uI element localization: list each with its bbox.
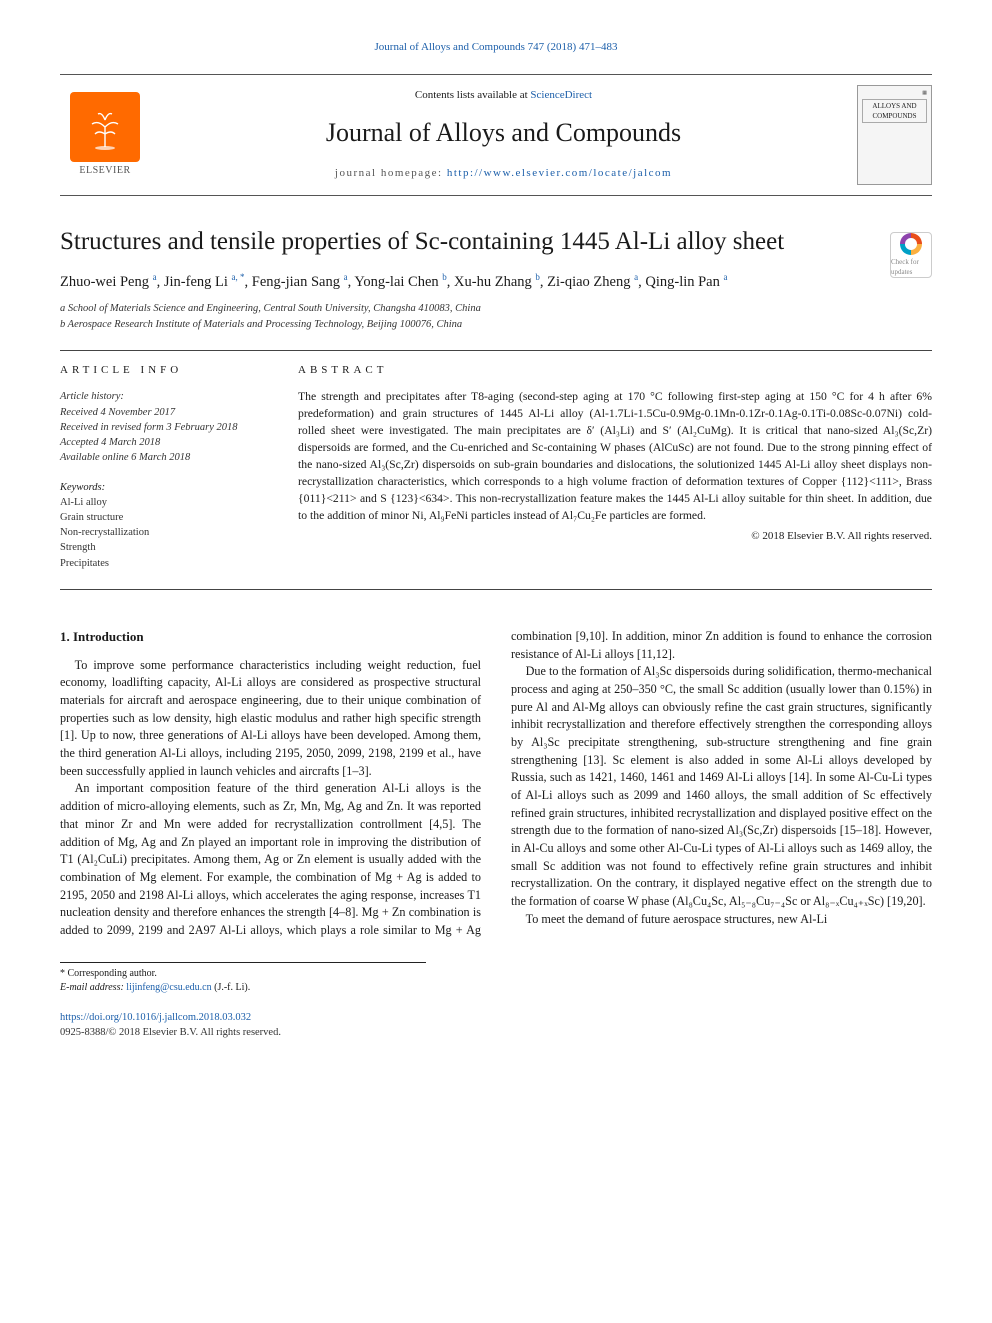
history-item: Received in revised form 3 February 2018 [60,420,270,435]
article-info-head: ARTICLE INFO [60,363,270,379]
elsevier-tree-icon [70,92,140,162]
abstract-copyright: © 2018 Elsevier B.V. All rights reserved… [298,529,932,545]
article-title: Structures and tensile properties of Sc-… [60,226,932,257]
rule-top [60,350,932,351]
affiliation-a: a School of Materials Science and Engine… [60,301,932,316]
sciencedirect-link[interactable]: ScienceDirect [530,89,592,101]
publisher-name: ELSEVIER [79,164,130,179]
history-item: Available online 6 March 2018 [60,450,270,465]
body-text: 1. Introduction To improve some performa… [60,628,932,940]
contents-available: Contents lists available at ScienceDirec… [164,88,843,104]
citation-header: Journal of Alloys and Compounds 747 (201… [60,40,932,56]
cover-title: ALLOYS AND COMPOUNDS [862,99,927,123]
abstract-text: The strength and precipitates after T8-a… [298,389,932,525]
keyword: Grain structure [60,510,270,525]
citation-link[interactable]: Journal of Alloys and Compounds 747 (201… [375,41,618,53]
crossmark-icon [900,233,922,255]
publisher-logo: ELSEVIER [60,92,150,179]
email-label: E-mail address: [60,982,126,993]
email-name: (J.-f. Li). [212,982,251,993]
issn-copyright: 0925-8388/© 2018 Elsevier B.V. All right… [60,1025,932,1040]
section-heading: 1. Introduction [60,628,481,647]
body-paragraph: To meet the demand of future aerospace s… [511,911,932,929]
keyword: Al-Li alloy [60,495,270,510]
doi-link[interactable]: https://doi.org/10.1016/j.jallcom.2018.0… [60,1012,251,1023]
abstract-column: ABSTRACT The strength and precipitates a… [298,363,932,570]
corresponding-label: * Corresponding author. [60,967,426,982]
corresponding-footnote: * Corresponding author. E-mail address: … [60,962,426,996]
doi-block: https://doi.org/10.1016/j.jallcom.2018.0… [60,1010,932,1040]
keyword: Precipitates [60,556,270,571]
history-head: Article history: [60,389,270,404]
author-list: Zhuo-wei Peng a, Jin-feng Li a, *, Feng-… [60,271,932,293]
rule-bottom [60,589,932,590]
abstract-head: ABSTRACT [298,363,932,379]
journal-title: Journal of Alloys and Compounds [164,114,843,152]
crossmark-label: Check for updates [891,257,931,277]
body-paragraph: Due to the formation of Al₃Sc dispersoid… [511,663,932,911]
journal-header: ELSEVIER Contents lists available at Sci… [60,74,932,196]
history-item: Received 4 November 2017 [60,405,270,420]
journal-cover-thumbnail: ▦ ALLOYS AND COMPOUNDS [857,85,932,185]
keyword: Non-recrystallization [60,525,270,540]
body-paragraph: To improve some performance characterist… [60,657,481,781]
contents-prefix: Contents lists available at [415,89,530,101]
crossmark-badge[interactable]: Check for updates [890,232,932,278]
keyword: Strength [60,540,270,555]
history-item: Accepted 4 March 2018 [60,435,270,450]
affiliation-b: b Aerospace Research Institute of Materi… [60,317,932,332]
keywords-head: Keywords: [60,480,270,495]
homepage-prefix: journal homepage: [335,167,447,179]
journal-homepage: journal homepage: http://www.elsevier.co… [164,166,843,182]
article-info-column: ARTICLE INFO Article history: Received 4… [60,363,270,570]
corresponding-email[interactable]: lijinfeng@csu.edu.cn [126,982,211,993]
homepage-link[interactable]: http://www.elsevier.com/locate/jalcom [447,167,672,179]
